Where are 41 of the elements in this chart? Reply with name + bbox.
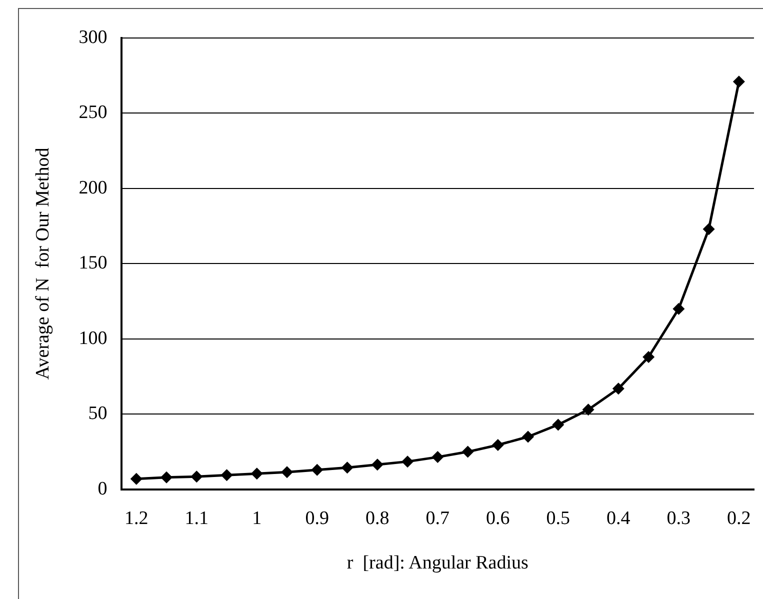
point: [190, 470, 203, 483]
point: [250, 468, 263, 480]
y-tick-label: 100: [78, 328, 108, 349]
x-tick-label: 0.2: [727, 508, 751, 529]
point: [130, 472, 142, 485]
point: [642, 350, 655, 363]
x-tick-label: 0.8: [366, 508, 390, 529]
point: [281, 466, 294, 478]
x-tick-label: 0.4: [606, 508, 631, 529]
point: [672, 302, 685, 315]
point: [492, 439, 504, 452]
point: [311, 464, 324, 476]
y-tick-label: 300: [78, 26, 108, 48]
point: [371, 458, 384, 471]
y-tick-label: 150: [78, 252, 108, 274]
y-tick-label: 250: [78, 102, 108, 124]
point: [702, 223, 715, 236]
point: [432, 451, 444, 464]
point: [160, 471, 172, 484]
x-tick-label: 0.9: [305, 508, 330, 529]
x-tick-label: 0.6: [486, 508, 510, 529]
x-tick-label: 0.5: [546, 508, 570, 529]
point: [582, 404, 594, 416]
y-axis-title: Average of N for Our Method: [32, 147, 54, 380]
x-tick-label: 1: [252, 508, 262, 529]
point: [402, 456, 414, 468]
x-tick-label: 1.2: [124, 508, 148, 529]
y-tick-label: 50: [88, 403, 108, 424]
point: [552, 418, 564, 431]
x-tick-label: 0.3: [666, 508, 691, 529]
point: [732, 76, 745, 88]
point: [462, 446, 474, 458]
x-tick-label: 1.1: [184, 508, 208, 529]
point: [220, 469, 233, 482]
x-axis-title: r [rad]: Angular Radius: [346, 552, 528, 574]
point: [522, 430, 534, 443]
y-tick-label: 200: [78, 177, 108, 198]
point: [612, 382, 624, 395]
x-tick-label: 0.7: [426, 508, 450, 529]
point: [341, 462, 354, 474]
y-tick-label: 0: [98, 478, 108, 500]
